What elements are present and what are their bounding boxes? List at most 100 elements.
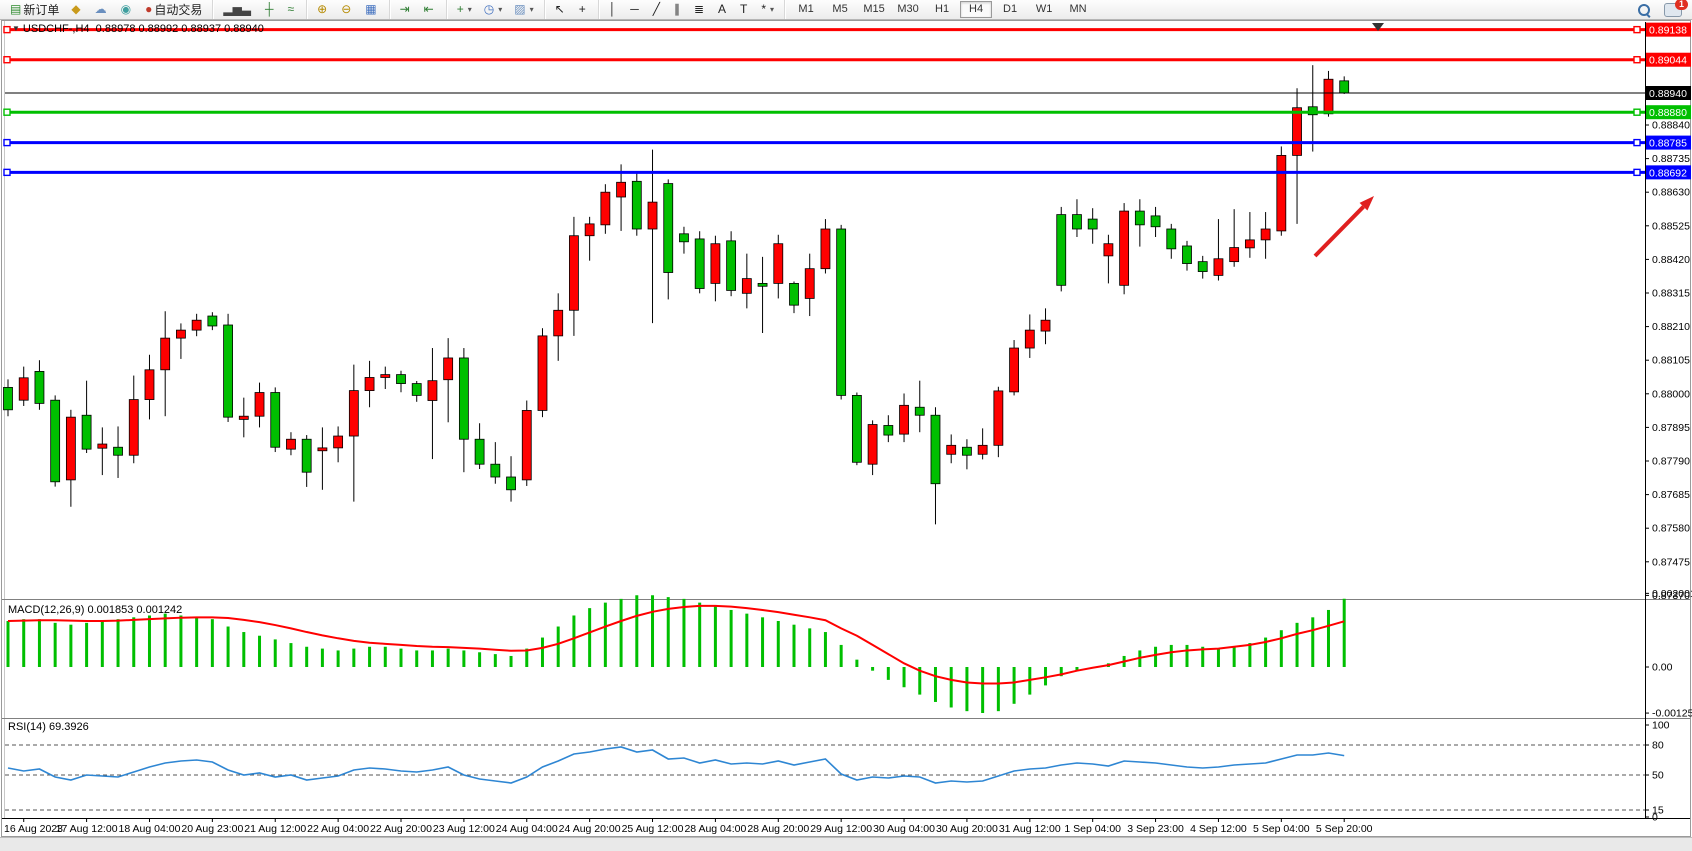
signals-button[interactable]: ◉ [116, 0, 138, 19]
chart-shift-marker-icon[interactable] [1372, 23, 1384, 31]
macd-signal-line [7, 604, 1345, 685]
macd-indicator-label: MACD(12,26,9) 0.001853 0.001242 [8, 604, 183, 616]
periods-button[interactable]: ◷ ▾ [479, 0, 508, 19]
deposit-button[interactable]: ◆ [66, 0, 87, 19]
auto-scroll-button[interactable]: ⇥ [395, 0, 417, 19]
candle [474, 423, 485, 469]
chat-icon[interactable]: 1 [1664, 0, 1688, 17]
timeframe-button-m5[interactable]: M5 [832, 3, 848, 15]
candlestick-chart-button[interactable]: ┼ [260, 0, 281, 19]
timeframe-button-w1[interactable]: W1 [1035, 3, 1053, 15]
templates-button[interactable]: ▨ ▾ [509, 0, 538, 19]
horizontal-line-button[interactable]: ─ [625, 0, 646, 19]
candle [380, 366, 391, 389]
crosshair-icon: + [578, 2, 586, 16]
candle [977, 428, 988, 460]
line-handle[interactable] [1633, 108, 1641, 116]
cursor-button[interactable]: ↖ [550, 0, 572, 19]
price-tag-label: 0.88692 [1649, 167, 1687, 179]
candle [1197, 255, 1208, 279]
timeframe-button-h1[interactable]: H1 [935, 3, 950, 15]
time-tick-label: 17 Aug 12:00 [56, 823, 118, 835]
candle [97, 427, 108, 476]
auto-trading-button[interactable]: ● 自动交易 [140, 0, 207, 19]
candle-body [1119, 210, 1130, 286]
timeframe-button-d1[interactable]: D1 [1003, 3, 1018, 15]
line-handle[interactable] [3, 168, 11, 177]
horizontal-line-0.89044[interactable]: 0.89044 [3, 52, 1691, 67]
candle-body [993, 390, 1004, 446]
vertical-line-button[interactable]: │ [604, 0, 624, 19]
search-icon[interactable] [1638, 3, 1651, 18]
deposit-icon: ◆ [71, 2, 81, 16]
candle [223, 313, 233, 422]
candle [946, 434, 957, 464]
line-handle[interactable] [1633, 56, 1641, 64]
candle-body [411, 383, 422, 396]
signals-icon: ◉ [120, 2, 132, 16]
horizontal-line-0.88692[interactable]: 0.88692 [3, 165, 1691, 180]
candle-body [726, 240, 737, 291]
candle [427, 348, 438, 460]
rsi-pane: 100 80 50 150 [5, 720, 1670, 824]
indicators-button[interactable]: + ▾ [452, 0, 477, 19]
chart-shift-button[interactable]: ⇤ [419, 0, 441, 19]
candle [584, 216, 595, 261]
line-handle[interactable] [1633, 25, 1641, 34]
text-label-button[interactable]: T [735, 0, 754, 19]
chevron-down-icon: ▾ [529, 5, 534, 14]
candle [1276, 146, 1287, 236]
tile-windows-button[interactable]: ▦ [360, 0, 383, 19]
horizontal-line-0.88785[interactable]: 0.88785 [3, 135, 1691, 150]
candle-body [1229, 247, 1240, 263]
horizontal-line-0.89138[interactable]: 0.89138 [3, 22, 1691, 37]
line-handle[interactable] [1633, 168, 1641, 177]
timeframe-button-m1[interactable]: M1 [798, 3, 814, 15]
line-handle[interactable] [1633, 138, 1641, 147]
text-button[interactable]: A [713, 0, 733, 19]
annotation-arrow[interactable] [1313, 196, 1374, 258]
line-chart-button[interactable]: ≈ [283, 0, 302, 19]
profile-button[interactable]: ☁ [90, 0, 114, 19]
auto-trading-button-label: 自动交易 [154, 3, 203, 17]
candle-body [1213, 258, 1224, 276]
timeframe-button-m15[interactable]: M15 [863, 3, 885, 15]
horizontal-line-0.88880[interactable]: 0.88880 [3, 105, 1691, 120]
new-order-button[interactable]: ▤ 新订单 [5, 0, 64, 19]
fibonacci-button[interactable]: ≣ [689, 0, 711, 19]
timeframe-button-h4[interactable]: H4 [960, 1, 993, 18]
candle [1213, 219, 1224, 281]
candle-body [851, 394, 862, 463]
candle-body [348, 390, 359, 437]
chevron-down-icon: ▾ [498, 5, 503, 14]
candle-body [867, 424, 878, 465]
toolbar-group-chart-type: ▂▅▃ ┼ ≈ [212, 0, 306, 19]
candle-body [694, 238, 705, 289]
candle [867, 420, 878, 476]
bar-chart-button[interactable]: ▂▅▃ [218, 0, 258, 19]
indicators-icon: + [456, 2, 464, 16]
time-tick-label: 28 Aug 20:00 [747, 823, 809, 835]
arrows-button[interactable]: * ▾ [756, 0, 779, 19]
zoom-in-button[interactable]: ⊕ [312, 0, 334, 19]
candle-body [1009, 347, 1019, 393]
candle-body [286, 438, 296, 450]
zoom-out-button[interactable]: ⊖ [336, 0, 358, 19]
trendline-button[interactable]: ╱ [648, 0, 667, 19]
timeframe-button-mn[interactable]: MN [1069, 3, 1087, 15]
line-handle[interactable] [3, 108, 11, 116]
candle-body [820, 228, 831, 270]
candle [1244, 212, 1255, 258]
crosshair-button[interactable]: + [574, 0, 593, 19]
line-handle[interactable] [3, 138, 11, 147]
candle [128, 375, 139, 464]
candle [411, 381, 422, 402]
candle-body [128, 399, 139, 456]
chart-frame [1, 20, 1691, 837]
collapse-triangle-icon[interactable]: ▼ [12, 24, 20, 33]
timeframe-button-m30[interactable]: M30 [897, 3, 919, 15]
line-handle[interactable] [3, 25, 11, 34]
equidistant-channel-button[interactable]: ∥ [669, 0, 687, 19]
candle [1260, 212, 1271, 259]
line-handle[interactable] [3, 56, 11, 64]
